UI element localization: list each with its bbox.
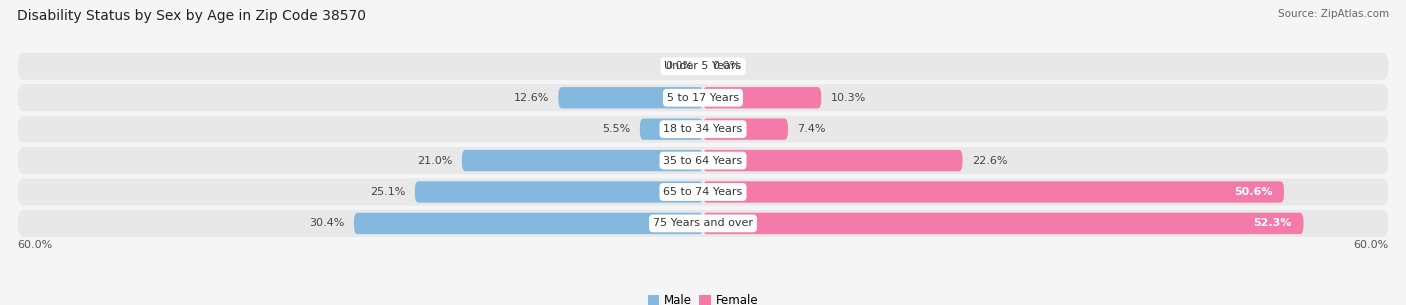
Text: 7.4%: 7.4%: [797, 124, 825, 134]
Legend: Male, Female: Male, Female: [643, 289, 763, 305]
FancyBboxPatch shape: [17, 53, 1389, 80]
Text: 0.0%: 0.0%: [665, 61, 693, 71]
Text: 50.6%: 50.6%: [1234, 187, 1272, 197]
Text: 25.1%: 25.1%: [370, 187, 405, 197]
FancyBboxPatch shape: [17, 84, 1389, 111]
Text: 21.0%: 21.0%: [418, 156, 453, 166]
Text: 35 to 64 Years: 35 to 64 Years: [664, 156, 742, 166]
FancyBboxPatch shape: [703, 118, 787, 140]
Text: 12.6%: 12.6%: [513, 93, 550, 103]
Text: 5.5%: 5.5%: [602, 124, 631, 134]
FancyBboxPatch shape: [17, 210, 1389, 237]
Text: 65 to 74 Years: 65 to 74 Years: [664, 187, 742, 197]
FancyBboxPatch shape: [703, 87, 821, 109]
FancyBboxPatch shape: [354, 213, 703, 234]
Text: 60.0%: 60.0%: [17, 240, 53, 250]
FancyBboxPatch shape: [703, 150, 963, 171]
FancyBboxPatch shape: [640, 118, 703, 140]
Text: 5 to 17 Years: 5 to 17 Years: [666, 93, 740, 103]
FancyBboxPatch shape: [703, 213, 1303, 234]
Text: 10.3%: 10.3%: [831, 93, 866, 103]
Text: Under 5 Years: Under 5 Years: [665, 61, 741, 71]
Text: Source: ZipAtlas.com: Source: ZipAtlas.com: [1278, 9, 1389, 19]
Text: 75 Years and over: 75 Years and over: [652, 218, 754, 228]
FancyBboxPatch shape: [558, 87, 703, 109]
Text: Disability Status by Sex by Age in Zip Code 38570: Disability Status by Sex by Age in Zip C…: [17, 9, 366, 23]
Text: 60.0%: 60.0%: [1353, 240, 1389, 250]
FancyBboxPatch shape: [703, 181, 1284, 203]
Text: 22.6%: 22.6%: [972, 156, 1007, 166]
FancyBboxPatch shape: [415, 181, 703, 203]
FancyBboxPatch shape: [17, 116, 1389, 143]
Text: 30.4%: 30.4%: [309, 218, 344, 228]
Text: 0.0%: 0.0%: [713, 61, 741, 71]
FancyBboxPatch shape: [17, 178, 1389, 206]
FancyBboxPatch shape: [17, 147, 1389, 174]
FancyBboxPatch shape: [461, 150, 703, 171]
Text: 18 to 34 Years: 18 to 34 Years: [664, 124, 742, 134]
Text: 52.3%: 52.3%: [1254, 218, 1292, 228]
